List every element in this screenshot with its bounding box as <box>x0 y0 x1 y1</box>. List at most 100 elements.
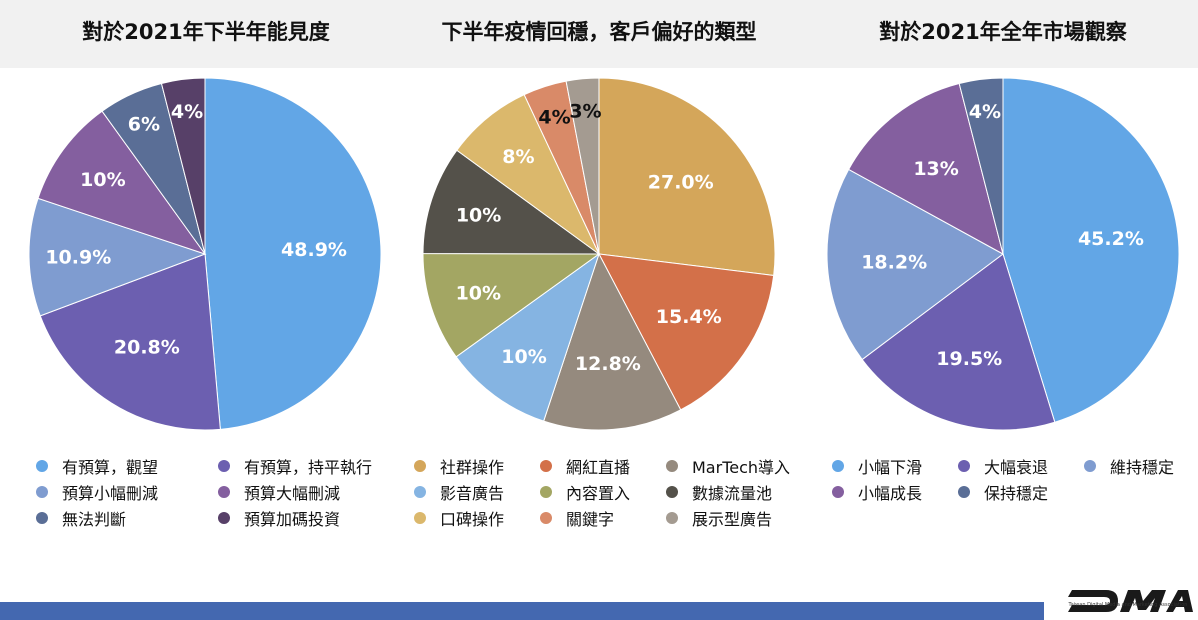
footer-bar <box>0 602 1044 620</box>
pie-0-slice-3 <box>37 110 207 255</box>
pie-2-label-2: 18.2% <box>861 252 927 274</box>
pie-1-label-4: 10% <box>456 283 501 305</box>
legend-1-item-0: 社群操作 <box>414 454 504 478</box>
legend-1-swatch-4 <box>540 486 552 498</box>
pie-2-slice-3 <box>848 82 1004 255</box>
pie-1-label-7: 4% <box>538 107 570 129</box>
pie-1-slice-3 <box>455 252 600 422</box>
legend-0-swatch-3 <box>218 486 230 498</box>
legend-1-item-7: 關鍵字 <box>540 506 614 530</box>
legend-2-label-1: 大幅衰退 <box>984 458 1049 477</box>
legend-1-swatch-8 <box>666 512 678 524</box>
legend-0-item-4: 無法判斷 <box>36 506 126 530</box>
legend-2-label-4: 保持穩定 <box>984 484 1049 503</box>
pie-0-slice-1 <box>39 253 221 431</box>
legend-1-label-8: 展示型廣告 <box>692 510 773 529</box>
pie-0-slice-2 <box>28 197 207 317</box>
legend-1-item-1: 網紅直播 <box>540 454 630 478</box>
legend-0-label-0: 有預算，觀望 <box>62 458 159 477</box>
legend-0-swatch-4 <box>36 512 48 524</box>
legend-0-label-2: 預算小幅刪減 <box>62 484 159 503</box>
pie-0-label-1: 20.8% <box>114 336 180 358</box>
pie-2-slice-2 <box>826 168 1004 361</box>
pie-0-label-5: 4% <box>171 101 203 123</box>
legend-0-item-0: 有預算，觀望 <box>36 454 158 478</box>
legend-1-item-6: 口碑操作 <box>414 506 504 530</box>
legend-2-label-2: 維持穩定 <box>1110 458 1175 477</box>
association-name: Taiwan Digital Media and Marketing Assoc… <box>1068 602 1188 608</box>
legend-0-label-4: 無法判斷 <box>62 510 127 529</box>
legend-1-swatch-0 <box>414 460 426 472</box>
pie-2-label-4: 4% <box>969 101 1001 123</box>
legend-2-item-4: 保持穩定 <box>958 480 1048 504</box>
legend-2-label-3: 小幅成長 <box>858 484 923 503</box>
legend-1-item-3: 影音廣告 <box>414 480 504 504</box>
pie-1-slice-1 <box>598 253 775 411</box>
pie-1-slice-5 <box>422 149 601 255</box>
pie-2-label-3: 13% <box>913 158 958 180</box>
legend-0-swatch-5 <box>218 512 230 524</box>
legend-1-label-0: 社群操作 <box>440 458 505 477</box>
pie-1-label-1: 15.4% <box>656 306 722 328</box>
legend-0-item-2: 預算小幅刪減 <box>36 480 158 504</box>
pie-charts: 48.9% 20.8% 10.9% 10% 6% 4% 27.0% 15.4% 12.8% 10%… <box>28 77 1180 431</box>
legend-1-swatch-2 <box>666 460 678 472</box>
legend-2-swatch-3 <box>832 486 844 498</box>
legend-1-item-4: 內容置入 <box>540 480 630 504</box>
pie-1-label-8: 3% <box>569 100 601 122</box>
pie-0-label-0: 48.9% <box>281 239 347 261</box>
pie-1-slice-2 <box>543 252 682 431</box>
legend-0-item-1: 有預算，持平執行 <box>218 454 372 478</box>
pie-2-slice-0 <box>1002 77 1180 423</box>
legend-2-swatch-0 <box>832 460 844 472</box>
pie-1-slice-0 <box>598 77 776 277</box>
legend-2-swatch-4 <box>958 486 970 498</box>
pie-1-label-3: 10% <box>501 346 546 368</box>
pie-0-label-2: 10.9% <box>45 246 111 268</box>
legend-2-label-0: 小幅下滑 <box>858 458 923 477</box>
legend-1-label-2: MarTech導入 <box>692 458 791 477</box>
legend-1-label-5: 數據流量池 <box>692 484 773 503</box>
pie-1-label-6: 8% <box>502 146 534 168</box>
legend-1-swatch-1 <box>540 460 552 472</box>
legend-0-swatch-2 <box>36 486 48 498</box>
title-band <box>0 0 1198 68</box>
chart-title-market: 對於2021年全年市場觀察 <box>879 20 1127 44</box>
legend-1-label-7: 關鍵字 <box>566 510 615 529</box>
legend-1-item-5: 數據流量池 <box>666 480 772 504</box>
pie-1-label-0: 27.0% <box>648 172 714 194</box>
legend-2-swatch-2 <box>1084 460 1096 472</box>
legend-0-item-3: 預算大幅刪減 <box>218 480 340 504</box>
pie-0-label-3: 10% <box>80 169 125 191</box>
pie-1-slice-4 <box>422 252 601 358</box>
legend-0-swatch-1 <box>218 460 230 472</box>
pie-0-label-4: 6% <box>128 113 160 135</box>
legend-1-label-6: 口碑操作 <box>440 510 505 529</box>
pie-1-slice-8 <box>565 77 600 255</box>
pie-0-slice-5 <box>160 77 206 255</box>
legend-0-label-3: 預算大幅刪減 <box>244 484 341 503</box>
pie-0-slice-0 <box>204 77 382 430</box>
legend-0-swatch-0 <box>36 460 48 472</box>
dma-logo <box>1068 590 1193 612</box>
legend-0-item-5: 預算加碼投資 <box>218 506 340 530</box>
chart-title-preference: 下半年疫情回穩，客戶偏好的類型 <box>441 20 757 44</box>
legend-1-swatch-6 <box>414 512 426 524</box>
legend-2-item-3: 小幅成長 <box>832 480 922 504</box>
pie-2-slice-4 <box>958 77 1004 255</box>
legend-2-item-2: 維持穩定 <box>1084 454 1174 478</box>
legend-1-label-3: 影音廣告 <box>440 484 505 503</box>
legend-1-swatch-7 <box>540 512 552 524</box>
pie-1-label-2: 12.8% <box>575 353 641 375</box>
legend-0-label-5: 預算加碼投資 <box>244 510 341 529</box>
pie-2-label-0: 45.2% <box>1078 228 1144 250</box>
legend-1-label-4: 內容置入 <box>566 484 631 503</box>
legend-2-item-1: 大幅衰退 <box>958 454 1048 478</box>
legend-2-item-0: 小幅下滑 <box>832 454 922 478</box>
legend-1-swatch-5 <box>666 486 678 498</box>
legend-1-item-2: MarTech導入 <box>666 454 790 478</box>
chart-title-visibility: 對於2021年下半年能見度 <box>82 20 330 44</box>
legend-1-swatch-3 <box>414 486 426 498</box>
legend-1-item-8: 展示型廣告 <box>666 506 772 530</box>
pie-2-label-1: 19.5% <box>936 348 1002 370</box>
